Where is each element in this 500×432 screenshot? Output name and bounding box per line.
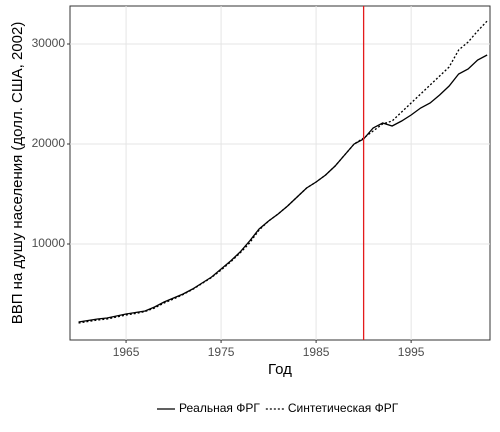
- y-tick-label: 20000: [32, 136, 66, 150]
- y-tick-label: 30000: [32, 36, 66, 50]
- y-axis-title: ВВП на душу населения (долл. США, 2002): [9, 22, 26, 325]
- series-line: [78, 20, 488, 324]
- legend-item: Синтетическая ФРГ: [265, 401, 399, 415]
- x-tick-label: 1975: [208, 345, 235, 359]
- x-tick-label: 1995: [398, 345, 425, 359]
- x-tick-label: 1985: [303, 345, 330, 359]
- x-axis-title: Год: [268, 361, 292, 378]
- x-tick-label: 1965: [113, 345, 140, 359]
- legend-label: Синтетическая ФРГ: [288, 401, 399, 415]
- grid: [70, 6, 490, 340]
- panel: [69, 5, 491, 341]
- legend-item: Реальная ФРГ: [157, 401, 260, 415]
- y-tick-label: 10000: [32, 236, 66, 250]
- legend-label: Реальная ФРГ: [179, 401, 260, 415]
